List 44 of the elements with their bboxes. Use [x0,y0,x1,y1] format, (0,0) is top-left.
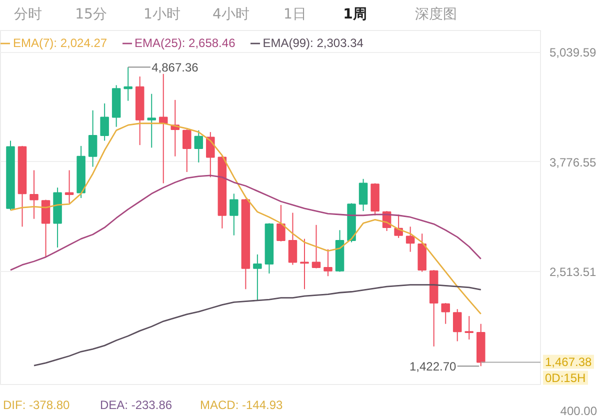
candlestick [230,193,238,236]
candlestick [312,224,321,269]
candlestick [100,102,109,142]
candlestick [41,199,50,258]
candlestick [147,93,156,148]
candlestick [276,204,286,242]
text: 15分 [75,6,107,24]
legend-label: EMA(99): 2,303.34 [262,36,364,50]
y-tick-label: 5,039.59 [550,46,597,60]
y-tick-label: 2,513.51 [550,264,597,279]
annotation: 4,867.36 [152,60,199,75]
candlestick [406,226,415,252]
text: DIF: -378.80 [3,398,70,412]
candlestick [358,178,368,212]
candlestick [30,170,38,220]
text: 深度图 [415,6,457,24]
text: 1小时 [144,6,180,24]
legend-label: EMA(7): 2,024.27 [13,36,108,50]
text: 分时 [14,6,42,24]
text: 0D:15H [543,370,588,386]
candlestick [441,302,450,324]
candlestick [464,316,474,340]
text: DEA: -233.86 [100,398,172,412]
candlestick [64,170,74,204]
candlestick [324,248,332,277]
candlestick [124,66,132,102]
text: MACD: -144.93 [200,398,283,412]
text: 4小时 [212,6,250,24]
annotation: 1,422.70 [409,360,457,374]
candlestick [300,238,309,290]
candlestick [182,128,192,172]
candlestick [194,130,204,163]
ref-line-label: 1,467.38 [543,354,594,370]
text: 1日 [284,6,306,24]
candlestick [288,212,298,266]
candlestick [206,132,215,178]
text: 400.00 [560,404,597,418]
candlestick [88,110,98,168]
candlestick [253,254,262,301]
text: 1周 [343,6,367,24]
line-series [10,174,482,271]
legend-label: EMA(25): 2,658.46 [134,36,236,50]
y-tick-label: 3,776.55 [550,155,597,170]
candlestick [452,308,462,342]
